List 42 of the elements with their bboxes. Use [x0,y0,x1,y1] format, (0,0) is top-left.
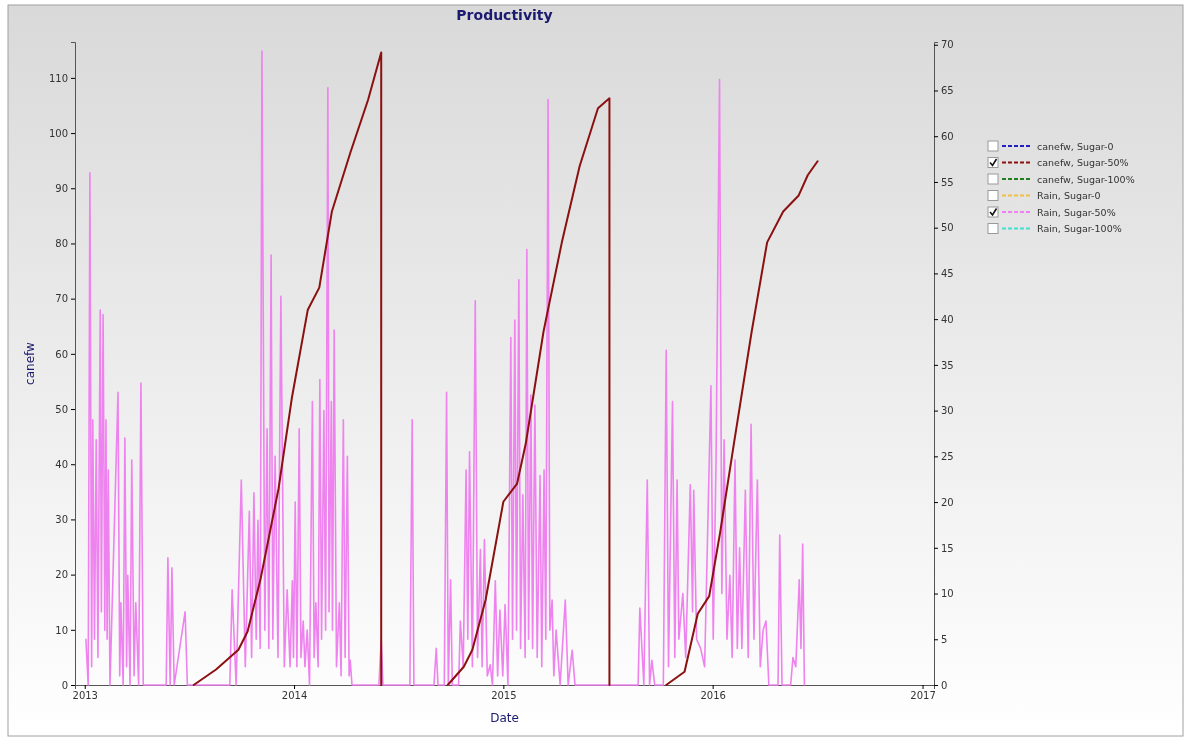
y-tick-label: 10 [55,624,68,636]
legend-label: Rain, Sugar-50% [1037,206,1116,218]
legend-label: canefw, Sugar-0 [1037,140,1114,152]
x-tick-label: 2013 [72,690,98,702]
y-axis-title: canefw [23,341,37,385]
y2-tick-label: 15 [941,542,954,554]
chart-title: Productivity [456,7,553,23]
y2-tick-label: 30 [941,405,954,417]
y2-tick-label: 40 [941,313,954,325]
y2-tick-label: 45 [941,268,954,280]
x-tick-label: 2017 [910,690,936,702]
y2-tick-label: 50 [941,222,954,234]
x-tick-label: 2014 [281,690,308,702]
y2-tick-label: 20 [941,496,954,508]
legend-label: Rain, Sugar-0 [1037,190,1101,201]
legend-label: Rain, Sugar-100% [1037,223,1122,234]
y2-tick-label: 60 [941,130,954,142]
y-tick-label: 40 [55,458,68,470]
y-tick-label: 0 [61,679,68,691]
x-tick-label: 2015 [491,690,517,702]
y2-tick-label: 5 [941,633,948,645]
y-tick-label: 50 [55,403,68,415]
y-tick-label: 110 [48,72,68,84]
line-series [85,50,806,686]
y2-tick-label: 35 [941,359,954,371]
legend-label: canefw, Sugar-100% [1037,173,1135,185]
y2-tick-label: 0 [941,679,948,691]
y-tick-label: 90 [55,182,68,194]
y2-tick-label: 70 [941,39,954,51]
y-tick-label: 80 [55,238,68,250]
y2-tick-label: 65 [941,85,954,97]
x-axis-title: Date [490,711,519,725]
y2-tick-label: 55 [941,176,954,188]
y-tick-label: 30 [55,514,68,526]
y2-tick-label: 25 [941,451,954,463]
y-tick-label: 100 [48,127,68,139]
y-tick-label: 60 [55,348,68,360]
legend-label: canefw, Sugar-50% [1037,157,1129,168]
y-tick-label: 70 [55,293,68,305]
y2-tick-label: 10 [941,588,954,600]
x-tick-label: 2016 [700,690,726,702]
y-tick-label: 20 [55,569,68,581]
